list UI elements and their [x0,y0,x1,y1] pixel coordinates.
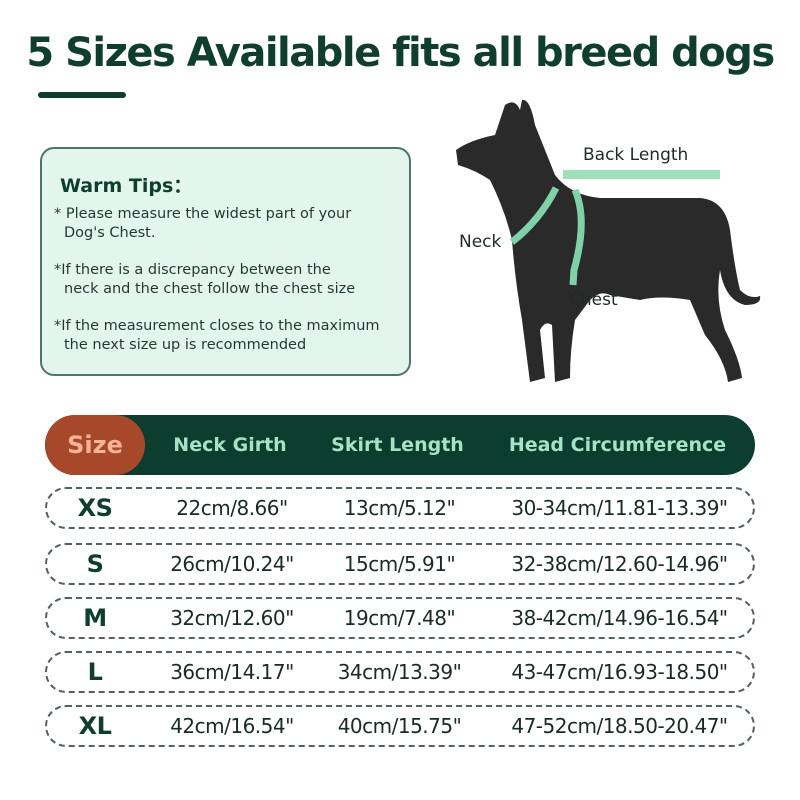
table-row: XL 42cm/16.54" 40cm/15.75" 47-52cm/18.50-20… [45,705,755,747]
size-cell: XS [77,494,113,522]
size-cell: M [83,604,107,632]
head-circumference-cell: 43-47cm/16.93-18.50" [511,660,728,684]
size-cell: S [86,550,104,578]
tip-3: *If the measurement closes to the maximu… [54,317,404,355]
warm-tips-box: Warm Tips： * Please measure the widest p… [40,147,411,376]
neck-girth-cell: 26cm/10.24" [170,552,294,576]
head-circumference-cell: 38-42cm/14.96-16.54" [511,606,728,630]
skirt-length-cell: 15cm/5.91" [343,552,456,576]
header-size: Size [45,415,145,475]
tip-line: * Please measure the widest part of your [54,206,352,222]
dog-silhouette-icon [456,99,761,383]
table-row: S 26cm/10.24" 15cm/5.91" 32-38cm/12.60-14.9… [45,543,755,585]
neck-girth-cell: 42cm/16.54" [170,714,294,738]
header-head-circumference: Head Circumference [508,434,727,456]
chest-label: Chest [569,290,618,310]
tip-line: the next size up is recommended [64,337,307,353]
page-title: 5 Sizes Available fits all breed dogs [26,30,775,76]
neck-girth-cell: 22cm/8.66" [176,496,288,520]
skirt-length-cell: 40cm/15.75" [337,714,462,738]
skirt-length-cell: 34cm/13.39" [337,660,462,684]
skirt-length-cell: 13cm/5.12" [343,496,456,520]
tip-line: *If the measurement closes to the maximu… [54,318,380,334]
tip-line: Dog's Chest. [64,225,156,241]
tip-2: *If there is a discrepancy between the n… [54,261,404,299]
chest-tape [569,188,585,286]
table-header: Size Neck Girth Skirt Length Head Circum… [45,415,755,475]
table-row: L 36cm/14.17" 34cm/13.39" 43-47cm/16.93-18.… [45,651,755,693]
table-row: XS 22cm/8.66" 13cm/5.12" 30-34cm/11.81-13.3… [45,487,755,529]
neck-girth-cell: 36cm/14.17" [170,660,294,684]
neck-label: Neck [459,232,502,252]
tip-line: neck and the chest follow the chest size [64,281,356,297]
tip-line: *If there is a discrepancy between the [54,262,331,278]
tip-1: * Please measure the widest part of your… [54,205,404,243]
size-cell: XL [78,712,112,740]
head-circumference-cell: 30-34cm/11.81-13.39" [511,496,728,520]
head-circumference-cell: 47-52cm/18.50-20.47" [511,714,728,738]
neck-tape [509,186,560,245]
back-length-label: Back Length [583,145,689,165]
size-cell: L [87,658,103,686]
header-neck-girth: Neck Girth [173,434,287,456]
neck-girth-cell: 32cm/12.60" [170,606,294,630]
back-length-tape [563,170,720,179]
title-underline [38,92,126,98]
tips-heading: Warm Tips： [60,175,193,197]
header-skirt-length: Skirt Length [331,434,464,456]
skirt-length-cell: 19cm/7.48" [343,606,456,630]
table-row: M 32cm/12.60" 19cm/7.48" 38-42cm/14.96-16.5… [45,597,755,639]
head-circumference-cell: 32-38cm/12.60-14.96" [511,552,728,576]
